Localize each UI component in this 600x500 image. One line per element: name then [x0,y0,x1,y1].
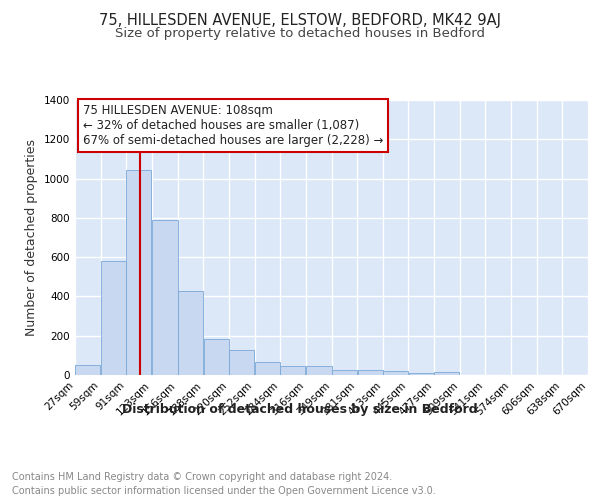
Bar [229,350,254,375]
Text: Contains HM Land Registry data © Crown copyright and database right 2024.: Contains HM Land Registry data © Crown c… [12,472,392,482]
Bar [203,340,229,375]
Bar [434,372,460,375]
Bar [255,362,280,375]
Bar [306,366,332,375]
Text: 75, HILLESDEN AVENUE, ELSTOW, BEDFORD, MK42 9AJ: 75, HILLESDEN AVENUE, ELSTOW, BEDFORD, M… [99,12,501,28]
Bar [358,370,383,375]
Text: Contains public sector information licensed under the Open Government Licence v3: Contains public sector information licen… [12,486,436,496]
Text: Distribution of detached houses by size in Bedford: Distribution of detached houses by size … [122,402,478,415]
Bar [178,290,203,375]
Bar [332,370,357,375]
Bar [280,366,305,375]
Bar [409,373,434,375]
Y-axis label: Number of detached properties: Number of detached properties [25,139,38,336]
Bar [383,372,408,375]
Bar [126,170,151,375]
Bar [152,220,178,375]
Bar [75,365,100,375]
Text: 75 HILLESDEN AVENUE: 108sqm
← 32% of detached houses are smaller (1,087)
67% of : 75 HILLESDEN AVENUE: 108sqm ← 32% of det… [83,104,383,147]
Bar [101,262,126,375]
Text: Size of property relative to detached houses in Bedford: Size of property relative to detached ho… [115,28,485,40]
